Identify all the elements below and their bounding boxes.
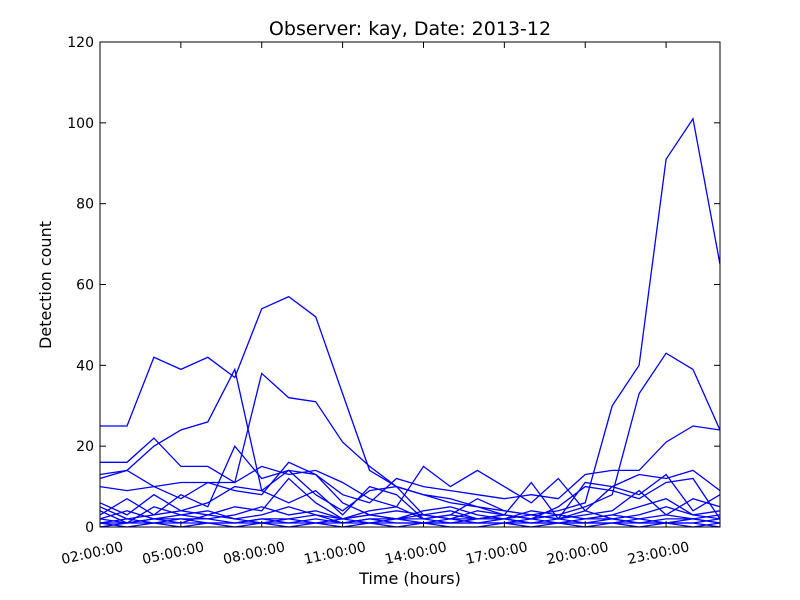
series-line-14 [99, 522, 721, 528]
series-line-9 [99, 506, 721, 520]
x-tick-label: 08:00:00 [222, 539, 287, 568]
y-tick-label: 100 [67, 116, 94, 132]
series-line-12 [99, 514, 721, 524]
series-line-15 [99, 522, 721, 528]
x-tick-label: 11:00:00 [303, 539, 368, 568]
series-line-2 [100, 352, 721, 520]
y-tick-label: 80 [76, 197, 94, 213]
series-line-1 [100, 117, 721, 516]
x-tick-label: 20:00:00 [545, 539, 610, 568]
y-tick-label: 20 [76, 439, 94, 455]
y-tick-label: 120 [67, 35, 94, 51]
series-line-3 [99, 367, 721, 504]
y-tick-label: 0 [85, 520, 94, 536]
y-axis: 0 20 40 60 80 100 120 [67, 35, 720, 536]
x-tick-label: 23:00:00 [626, 539, 691, 568]
x-tick-label: 05:00:00 [141, 539, 206, 568]
series-layer [99, 117, 721, 528]
y-tick-label: 60 [76, 278, 94, 294]
series-line-8 [99, 477, 721, 520]
plot-frame [99, 41, 721, 528]
chart-title: Observer: kay, Date: 2013-12 [269, 18, 551, 40]
x-axis-label: Time (hours) [358, 569, 461, 588]
x-tick-label: 17:00:00 [464, 539, 529, 568]
x-tick-label: 14:00:00 [383, 539, 448, 568]
y-axis-label: Detection count [36, 221, 55, 349]
series-line-10 [99, 506, 721, 524]
x-tick-label: 02:00:00 [60, 539, 125, 568]
series-line-4 [99, 465, 721, 512]
y-tick-label: 40 [76, 358, 94, 374]
series-line-7 [99, 485, 721, 520]
